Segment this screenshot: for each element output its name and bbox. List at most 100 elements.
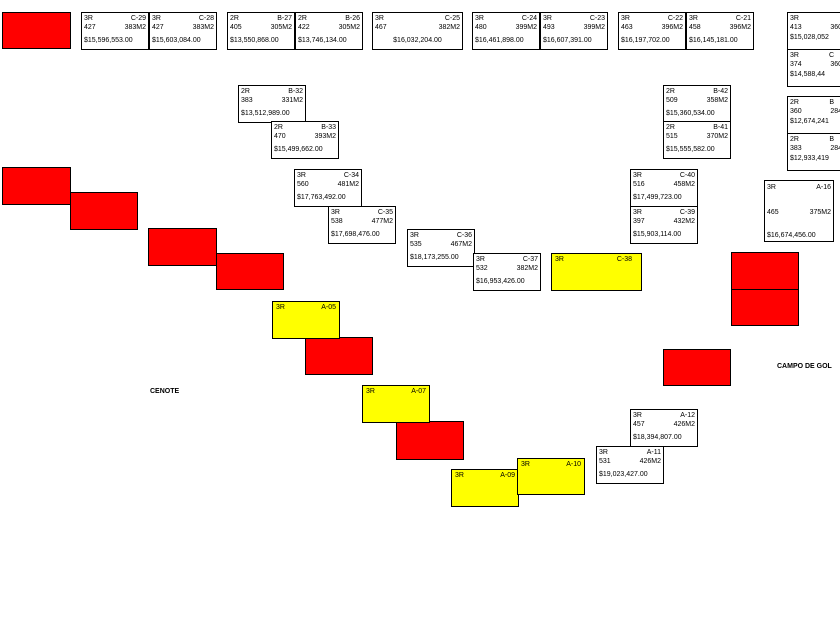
sold-lot-block[interactable] — [2, 167, 71, 205]
lot-beds: 3R — [543, 15, 552, 22]
lot-c-23[interactable]: 3R C-23 493 399M2 $16,607,391.00 — [540, 12, 608, 50]
lot-beds: 2R — [298, 15, 307, 22]
lot-b-33[interactable]: 2R B-33 470 393M2 $15,499,662.00 — [271, 121, 339, 159]
lot-price: $13,550,868.00 — [230, 37, 279, 44]
lot-area: 458M2 — [673, 181, 695, 188]
lot-b-32[interactable]: 2R B-32 383 331M2 $13,512,989.00 — [238, 85, 306, 123]
sold-lot-block[interactable] — [70, 192, 138, 230]
lot-c-21[interactable]: 3R C-21 458 396M2 $16,145,181.00 — [686, 12, 754, 50]
lot-a-12[interactable]: 3R A-12 457 426M2 $18,394,807.00 — [630, 409, 698, 447]
lot-price: $16,032,204.00 — [393, 37, 442, 44]
lot-b-26[interactable]: 2R B-26 422 305M2 $13,746,134.00 — [295, 12, 363, 50]
lot-beds: 3R — [410, 232, 419, 239]
lot-area: 399M2 — [515, 24, 537, 31]
sold-lot-block[interactable] — [148, 228, 217, 266]
lot-beds: 3R — [366, 388, 375, 395]
lot-a-11[interactable]: 3R A-11 531 426M2 $19,023,427.00 — [596, 446, 664, 484]
lot-right-b-2[interactable]: 2R B 383 284 $12,933,419 — [787, 133, 840, 171]
lot-id: A-12 — [680, 412, 695, 419]
lot-beds: 3R — [599, 449, 608, 456]
lot-beds: 3R — [767, 184, 776, 191]
lot-c-34[interactable]: 3R C-34 560 481M2 $17,763,492.00 — [294, 169, 362, 207]
lot-beds: 2R — [230, 15, 239, 22]
lot-b-27[interactable]: 2R B-27 405 305M2 $13,550,868.00 — [227, 12, 295, 50]
sold-lot-block[interactable] — [2, 12, 71, 49]
lot-price: $17,499,723.00 — [633, 194, 682, 201]
sold-lot-block[interactable] — [731, 252, 799, 290]
lot-id: C-40 — [679, 172, 695, 179]
cenote-label: CENOTE — [150, 388, 180, 395]
lot-size: 397 — [633, 218, 645, 225]
lot-a-05[interactable]: 3R A-05 — [272, 301, 340, 339]
lot-area: 360 — [830, 24, 840, 31]
lot-id: C-35 — [377, 209, 393, 216]
lot-area: 382M2 — [516, 265, 538, 272]
lot-price: $15,555,582.00 — [666, 146, 715, 153]
lot-area: 426M2 — [673, 421, 695, 428]
lot-a-16[interactable]: 3R A-16 465 375M2 $16,674,456.00 — [764, 180, 834, 242]
lot-price: $15,903,114.00 — [633, 231, 682, 238]
lot-area: 331M2 — [281, 97, 303, 104]
lot-b-42[interactable]: 2R B-42 509 358M2 $15,360,534.00 — [663, 85, 731, 123]
lot-size: 470 — [274, 133, 286, 140]
lot-size: 427 — [84, 24, 96, 31]
lot-a-10[interactable]: 3R A-10 — [517, 458, 585, 495]
lot-id: C-23 — [589, 15, 605, 22]
lot-id: C-22 — [667, 15, 683, 22]
lot-c-25[interactable]: 3R C-25 467 382M2 $16,032,204.00 — [372, 12, 463, 50]
sold-lot-block[interactable] — [731, 289, 799, 326]
lot-beds: 2R — [274, 124, 283, 131]
lot-id: A-16 — [816, 184, 831, 191]
lot-size: 383 — [241, 97, 253, 104]
lot-right-top-2[interactable]: 3R C 374 360 $14,588,44 — [787, 49, 840, 87]
lot-area: 305M2 — [270, 24, 292, 31]
lot-area: 383M2 — [124, 24, 146, 31]
lot-id: B-26 — [345, 15, 360, 22]
lot-area: 370M2 — [706, 133, 728, 140]
lot-right-b-1[interactable]: 2R B 360 284 $12,674,241 — [787, 96, 840, 134]
lot-beds: 3R — [476, 256, 485, 263]
lot-id: C-34 — [343, 172, 359, 179]
lot-size: 538 — [331, 218, 343, 225]
lot-c-39[interactable]: 3R C-39 397 432M2 $15,903,114.00 — [630, 206, 698, 244]
lot-id: C-29 — [130, 15, 146, 22]
lot-size: 427 — [152, 24, 164, 31]
lot-size: 532 — [476, 265, 488, 272]
lot-id: A-07 — [411, 388, 426, 395]
lot-c-37[interactable]: 3R C-37 532 382M2 $16,953,426.00 — [473, 253, 541, 291]
lot-size: 480 — [475, 24, 487, 31]
lot-c-38[interactable]: 3R C-38 — [551, 253, 642, 291]
lot-a-07[interactable]: 3R A-07 — [362, 385, 430, 423]
lot-right-top-1[interactable]: 3R 413 360 $15,028,052 — [787, 12, 840, 50]
lot-beds: 3R — [331, 209, 340, 216]
lot-c-40[interactable]: 3R C-40 516 458M2 $17,499,723.00 — [630, 169, 698, 207]
lot-id: C-24 — [521, 15, 537, 22]
sold-lot-block[interactable] — [663, 349, 731, 386]
lot-beds: 3R — [621, 15, 630, 22]
lot-area: 383M2 — [192, 24, 214, 31]
lot-c-28[interactable]: 3R C-28 427 383M2 $15,603,084.00 — [149, 12, 217, 50]
lot-id: B-33 — [321, 124, 336, 131]
sold-lot-block[interactable] — [396, 421, 464, 460]
lot-beds: 3R — [276, 304, 285, 311]
lot-c-36[interactable]: 3R C-36 535 467M2 $18,173,255.00 — [407, 229, 475, 267]
lot-c-35[interactable]: 3R C-35 538 477M2 $17,698,476.00 — [328, 206, 396, 244]
lot-beds: 3R — [555, 256, 564, 263]
lot-size: 422 — [298, 24, 310, 31]
lot-c-24[interactable]: 3R C-24 480 399M2 $16,461,898.00 — [472, 12, 540, 50]
sold-lot-block[interactable] — [216, 253, 284, 290]
lot-c-22[interactable]: 3R C-22 463 396M2 $16,197,702.00 — [618, 12, 686, 50]
lot-id: A-11 — [646, 449, 661, 456]
lot-id: C-39 — [679, 209, 695, 216]
lot-size: 374 — [790, 61, 802, 68]
lot-size: 535 — [410, 241, 422, 248]
lot-a-09[interactable]: 3R A-09 — [451, 469, 519, 507]
lot-c-29[interactable]: 3R C-29 427 383M2 $15,596,553.00 — [81, 12, 149, 50]
sold-lot-block[interactable] — [305, 337, 373, 375]
lot-area: 284 — [830, 145, 840, 152]
lot-id: C-37 — [522, 256, 538, 263]
lot-beds: 3R — [152, 15, 161, 22]
lot-b-41[interactable]: 2R B-41 515 370M2 $15,555,582.00 — [663, 121, 731, 159]
lot-size: 465 — [767, 209, 779, 216]
lot-beds: 3R — [633, 172, 642, 179]
